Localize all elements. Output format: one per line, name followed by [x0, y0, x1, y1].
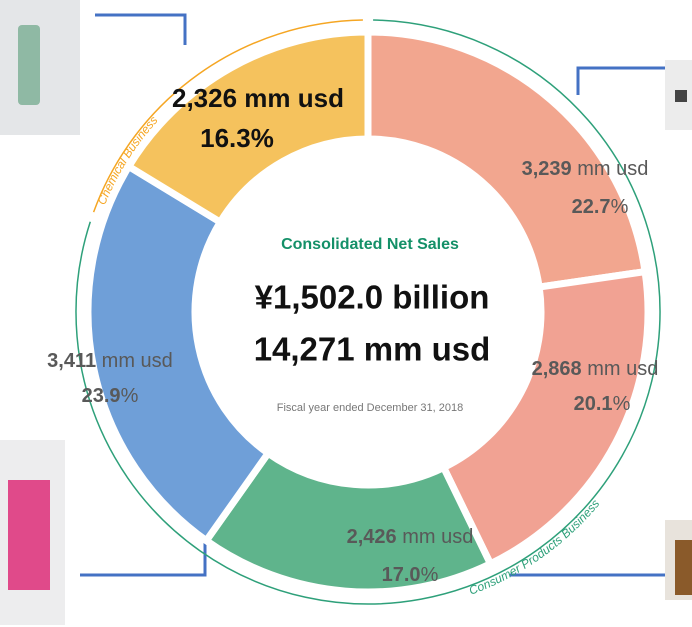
center-title: Consolidated Net Sales [281, 236, 459, 253]
center-total: ¥1,502.0 billion [255, 279, 490, 316]
value-label: 2,868 mm usd [532, 358, 659, 380]
percentage-label: 16.3% [200, 123, 274, 153]
value-label: 2,426 mm usd [347, 526, 474, 548]
product-image [675, 540, 692, 595]
percentage-label: 23.9% [82, 385, 139, 407]
connector [80, 540, 205, 575]
value-label: 3,411 mm usd [47, 350, 173, 372]
connector [95, 15, 185, 45]
value-label: 3,239 mm usd [522, 158, 649, 180]
center-note: Fiscal year ended December 31, 2018 [277, 402, 464, 414]
center-total: 14,271 mm usd [254, 331, 491, 368]
product-image [8, 480, 50, 590]
connector [578, 68, 665, 95]
product-image [18, 25, 40, 105]
percentage-label: 22.7% [572, 196, 629, 218]
value-label: 2,326 mm usd [172, 83, 344, 113]
percentage-label: 20.1% [574, 393, 631, 415]
product-image [675, 90, 687, 102]
percentage-label: 17.0% [382, 564, 439, 586]
chart: Consolidated Net Sales ¥1,502.0 billion … [0, 0, 692, 627]
